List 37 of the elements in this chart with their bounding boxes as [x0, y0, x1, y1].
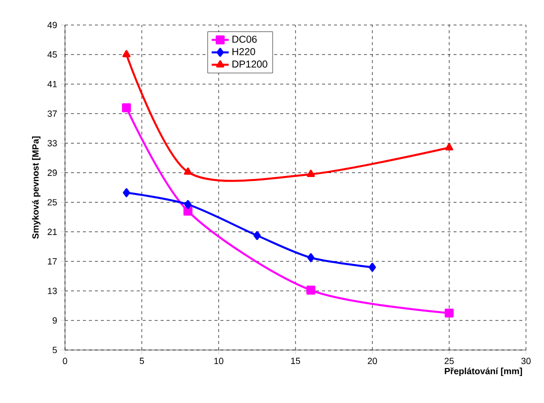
y-tick-label: 17	[48, 258, 57, 264]
y-tick-label: 25	[48, 199, 57, 206]
x-tick-label: 0	[62, 358, 68, 364]
point	[306, 286, 316, 295]
point	[122, 103, 131, 112]
x-tick-label: 25	[444, 358, 454, 364]
y-tick-label: 5	[52, 346, 57, 354]
legend-label: DP1200	[232, 60, 268, 68]
x-axis-title: Přeplátování [mm]	[444, 367, 522, 376]
y-axis-title: Smyková pevnost [MPa]	[32, 136, 40, 239]
point	[122, 188, 130, 198]
point	[368, 262, 376, 272]
point	[184, 168, 192, 175]
y-tick-label: 37	[48, 110, 57, 117]
point	[306, 170, 315, 177]
y-tick-label: 33	[48, 140, 57, 146]
y-tick-label: 41	[47, 81, 57, 88]
point	[184, 200, 192, 209]
y-tick-label: 45	[47, 51, 57, 58]
point	[183, 206, 192, 216]
x-tick-label: 5	[140, 358, 144, 364]
y-tick-label: 13	[48, 288, 57, 294]
x-tick-label: 15	[291, 358, 300, 364]
y-tick-label: 21	[48, 228, 57, 235]
point	[445, 143, 454, 150]
y-tick-label: 9	[52, 317, 57, 324]
point	[122, 50, 130, 58]
point	[444, 308, 454, 318]
x-tick-label: 20	[368, 358, 377, 364]
legend-label: DC06	[232, 36, 257, 43]
y-tick-label: 49	[47, 22, 57, 28]
point	[253, 231, 261, 240]
y-tick-label: 29	[48, 170, 57, 176]
x-tick-label: 10	[214, 358, 224, 364]
legend-label: H220	[232, 48, 256, 56]
point	[307, 253, 314, 262]
x-tick-label: 30	[521, 358, 531, 364]
